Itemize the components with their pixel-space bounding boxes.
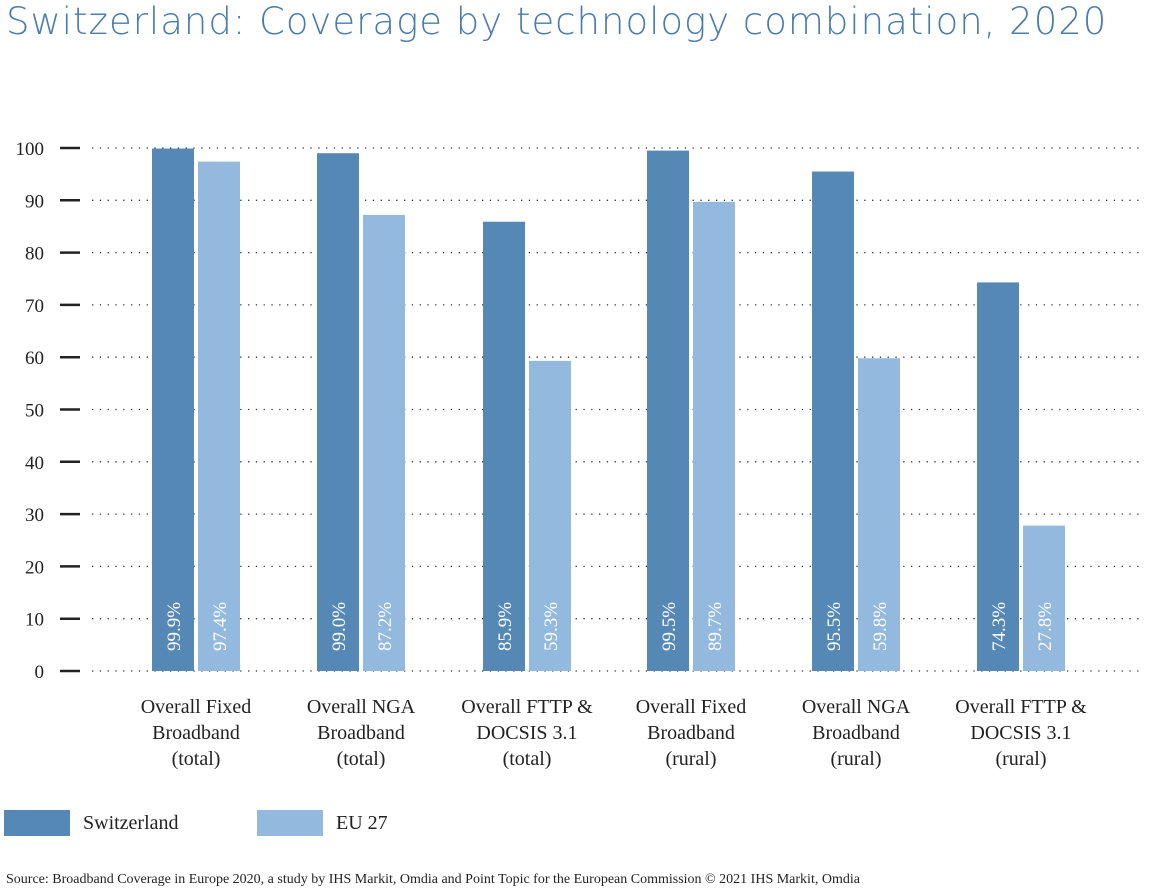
bar-value-label: 89.7% bbox=[705, 602, 726, 651]
bar-chart: 0 10 20 30 40 50 60 70 80 90 100 99.9% 97.4% Overall … bbox=[16, 139, 1140, 770]
bar-eu27 bbox=[1023, 525, 1065, 671]
bar-value-label: 99.5% bbox=[659, 602, 680, 651]
legend-swatch-switzerland bbox=[4, 810, 70, 836]
legend-label-switzerland: Switzerland bbox=[83, 811, 179, 834]
y-tick-label: 60 bbox=[25, 348, 44, 369]
category-label: (total) bbox=[337, 748, 386, 770]
category-label: Broadband bbox=[152, 722, 240, 744]
bar-value-label: 27.8% bbox=[1035, 602, 1056, 651]
bar-eu27 bbox=[363, 214, 405, 671]
y-tick-label: 50 bbox=[25, 401, 44, 422]
category-label: (total) bbox=[172, 748, 221, 770]
y-tick-label: 70 bbox=[25, 296, 44, 317]
bar-switzerland bbox=[317, 153, 359, 672]
bar-value-label: 85.9% bbox=[495, 602, 516, 651]
category-label: Overall Fixed bbox=[636, 696, 747, 718]
category-label: (rural) bbox=[665, 748, 716, 770]
y-tick-label: 30 bbox=[25, 505, 44, 526]
category-label: Overall Fixed bbox=[141, 696, 252, 718]
bar-eu27 bbox=[693, 201, 735, 671]
bar-switzerland bbox=[483, 221, 525, 672]
bar-value-label: 99.0% bbox=[329, 602, 350, 651]
category-label: Overall FTTP & bbox=[461, 696, 593, 718]
y-tick-label: 40 bbox=[25, 453, 44, 474]
category-label: Broadband bbox=[647, 722, 735, 744]
chart-title: Switzerland: Coverage by technology comb… bbox=[6, 0, 1108, 43]
legend-label-eu27: EU 27 bbox=[336, 811, 388, 834]
bar-value-label: 59.8% bbox=[870, 602, 891, 651]
category-label: Overall FTTP & bbox=[955, 696, 1087, 718]
bar-eu27 bbox=[858, 358, 900, 671]
bar-eu27 bbox=[529, 360, 571, 671]
bar-switzerland bbox=[977, 282, 1019, 671]
category-label: Overall NGA bbox=[802, 696, 911, 718]
source-note: Source: Broadband Coverage in Europe 202… bbox=[6, 872, 860, 887]
y-tick-label: 20 bbox=[25, 557, 44, 578]
bar-switzerland bbox=[812, 171, 854, 671]
bar-value-label: 87.2% bbox=[375, 602, 396, 651]
y-tick-label: 100 bbox=[16, 139, 45, 160]
bar-value-label: 97.4% bbox=[210, 602, 231, 651]
bar-value-label: 99.9% bbox=[164, 602, 185, 651]
category-label: Broadband bbox=[812, 722, 900, 744]
bar-switzerland bbox=[152, 148, 194, 671]
category-label: (rural) bbox=[995, 748, 1046, 770]
category-label: DOCSIS 3.1 bbox=[970, 722, 1071, 744]
legend-item-eu27: EU 27 bbox=[257, 810, 388, 836]
y-tick-label: 90 bbox=[25, 191, 44, 212]
category-label: DOCSIS 3.1 bbox=[476, 722, 577, 744]
category-label: (rural) bbox=[830, 748, 881, 770]
bar-value-label: 74.3% bbox=[989, 602, 1010, 651]
bar-switzerland bbox=[647, 150, 689, 672]
bar-value-label: 59.3% bbox=[541, 602, 562, 651]
category-label: Overall NGA bbox=[307, 696, 416, 718]
legend-item-switzerland: Switzerland bbox=[4, 810, 179, 836]
bar-value-label: 95.5% bbox=[824, 602, 845, 651]
bar-eu27 bbox=[198, 161, 240, 671]
category-label: (total) bbox=[503, 748, 552, 770]
y-tick-label: 0 bbox=[35, 662, 45, 683]
category-label: Broadband bbox=[317, 722, 405, 744]
legend-swatch-eu27 bbox=[257, 810, 323, 836]
y-tick-label: 10 bbox=[25, 610, 44, 631]
y-tick-label: 80 bbox=[25, 244, 44, 265]
